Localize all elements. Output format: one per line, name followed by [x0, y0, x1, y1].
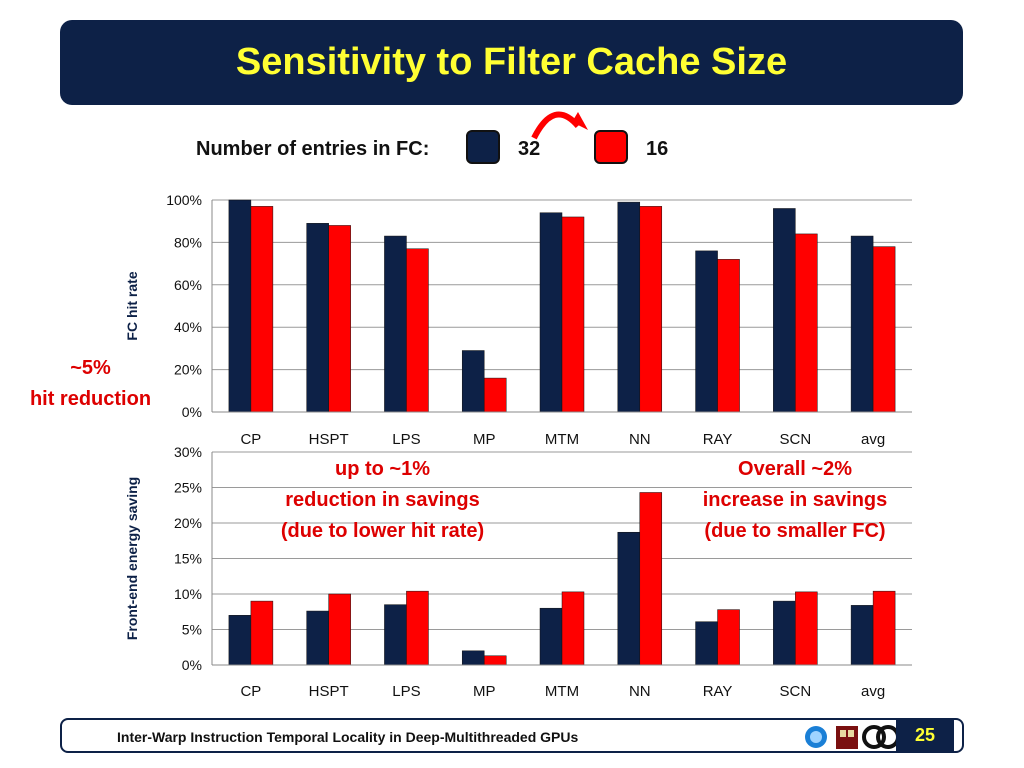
bar-scn-32 — [773, 600, 796, 666]
bar-avg-16 — [872, 246, 896, 413]
y-tick-label: 60% — [174, 277, 202, 293]
bar-ray-16 — [717, 259, 740, 413]
bar-cp-16 — [250, 206, 274, 413]
y-tick-label: 30% — [174, 444, 202, 460]
note-b-line2: increase in savings — [702, 489, 888, 511]
bar-avg-32 — [850, 605, 874, 666]
x-tick-label: RAY — [703, 683, 733, 700]
note-b-line3: (due to smaller FC) — [704, 520, 886, 542]
x-tick-label: MP — [473, 683, 496, 700]
bar-ray-32 — [695, 621, 718, 666]
bar-mp-32 — [461, 650, 485, 666]
x-tick-label: NN — [629, 683, 651, 700]
x-tick-label: MP — [473, 431, 496, 448]
bar-cp-32 — [228, 615, 252, 666]
y-tick-label: 80% — [174, 234, 202, 250]
x-tick-label: avg — [861, 431, 885, 448]
x-tick-label: LPS — [392, 683, 420, 700]
x-tick-label: NN — [629, 431, 651, 448]
x-tick-label: SCN — [779, 683, 811, 700]
bar-nn-16 — [639, 206, 663, 413]
y-tick-label: 20% — [174, 362, 202, 378]
page-number: 25 — [896, 720, 954, 751]
bar-avg-16 — [872, 590, 896, 666]
bar-ray-16 — [717, 609, 740, 666]
note-a-line2: reduction in savings — [285, 489, 480, 511]
bar-nn-32 — [617, 201, 641, 413]
x-tick-label: avg — [861, 683, 885, 700]
bar-cp-32 — [228, 199, 252, 413]
bar-mtm-32 — [539, 212, 563, 413]
energy-saving-chart: 0% 5% 10% 15% 20% 25% 30% Front-end energy savi… — [124, 444, 912, 700]
bar-nn-16 — [639, 492, 663, 666]
bar-mp-16 — [483, 655, 507, 666]
note-left-line1: ~5% — [70, 357, 111, 379]
curved-arrow-icon — [531, 111, 588, 140]
bar-ray-32 — [695, 250, 718, 413]
note-left-line2: hit reduction — [29, 388, 152, 410]
y-axis-label: FC hit rate — [124, 271, 140, 340]
title-bar: Sensitivity to Filter Cache Size — [60, 20, 963, 105]
bar-mp-32 — [461, 350, 485, 413]
bar-scn-32 — [773, 208, 796, 413]
bar-lps-32 — [384, 235, 407, 413]
x-tick-label: CP — [240, 431, 261, 448]
legend-swatch-16 — [594, 130, 628, 164]
y-tick-label: 0% — [182, 657, 202, 673]
x-tick-label: HSPT — [309, 683, 349, 700]
y-tick-label: 10% — [174, 586, 202, 602]
slide-title: Sensitivity to Filter Cache Size — [235, 41, 788, 83]
x-tick-label: SCN — [779, 431, 811, 448]
bar-hspt-32 — [306, 223, 329, 413]
y-axis-label: Front-end energy saving — [124, 477, 140, 640]
bar-lps-32 — [384, 604, 407, 666]
legend-value-32: 32 — [518, 138, 541, 160]
hit-reduction-note: ~5% hit reduction — [18, 353, 163, 415]
x-tick-label: CP — [240, 683, 261, 700]
bar-scn-16 — [795, 591, 818, 666]
legend-swatch-32 — [466, 130, 500, 164]
x-tick-label: MTM — [545, 431, 579, 448]
bar-nn-32 — [617, 531, 641, 666]
y-tick-label: 15% — [174, 551, 202, 567]
x-tick-label: RAY — [703, 431, 733, 448]
bar-mp-16 — [483, 377, 507, 413]
x-tick-label: MTM — [545, 683, 579, 700]
x-tick-label: HSPT — [309, 431, 349, 448]
bar-mtm-32 — [539, 607, 563, 666]
bar-hspt-16 — [328, 593, 351, 666]
footer: Inter-Warp Instruction Temporal Locality… — [60, 718, 964, 753]
y-tick-label: 40% — [174, 319, 202, 335]
bar-lps-16 — [406, 248, 429, 413]
y-tick-label: 100% — [166, 192, 202, 208]
savings-increase-note: Overall ~2% increase in savings (due to … — [690, 454, 900, 547]
legend-value-16: 16 — [646, 138, 669, 160]
institution-logos-icon — [805, 725, 900, 749]
y-tick-label: 0% — [182, 404, 202, 420]
hit-rate-chart: 0% 20% 40% 60% 80% 100% FC hit rate CP HSPT LPS MP… — [124, 192, 912, 448]
note-a-line1: up to ~1% — [334, 458, 430, 480]
note-b-line1: Overall ~2% — [738, 458, 852, 480]
bar-scn-16 — [795, 233, 818, 413]
y-tick-label: 5% — [182, 622, 202, 638]
bar-lps-16 — [406, 590, 429, 666]
note-a-line3: (due to lower hit rate) — [280, 520, 485, 542]
footer-text: Inter-Warp Instruction Temporal Locality… — [117, 729, 579, 745]
bar-mtm-16 — [561, 591, 585, 666]
bar-mtm-16 — [561, 216, 585, 413]
y-tick-label: 20% — [174, 515, 202, 531]
bar-hspt-16 — [328, 225, 351, 413]
legend-label: Number of entries in FC: — [196, 138, 430, 160]
x-tick-label: LPS — [392, 431, 420, 448]
y-tick-label: 25% — [174, 480, 202, 496]
bar-avg-32 — [850, 235, 874, 413]
bar-hspt-32 — [306, 610, 329, 666]
bar-cp-16 — [250, 600, 274, 666]
savings-reduction-note: up to ~1% reduction in savings (due to l… — [250, 454, 515, 547]
